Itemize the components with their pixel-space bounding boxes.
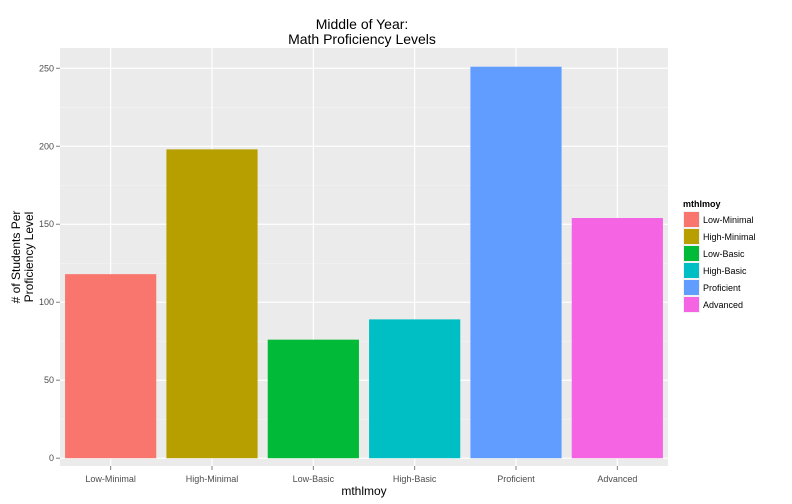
legend-swatch [684, 263, 699, 278]
y-tick-label: 200 [39, 141, 54, 151]
chart-title-line-1: Middle of Year: [316, 16, 409, 32]
y-axis-ticks: 0 50 100 150 200 250 [39, 63, 60, 463]
bar-high-minimal [166, 149, 258, 459]
y-axis-title-line-1: # of Students Per [9, 211, 23, 304]
legend-label: Proficient [703, 283, 741, 293]
bar-low-minimal [65, 274, 157, 459]
minor-gridlines [60, 106, 668, 420]
y-axis-title: # of Students Per Proficiency Level [9, 211, 36, 304]
legend-label: High-Basic [703, 266, 747, 276]
bar-high-basic [369, 319, 461, 459]
y-axis-title-line-2: Proficiency Level [22, 212, 36, 303]
legend-label: Low-Minimal [703, 215, 754, 225]
legend-swatch [684, 297, 699, 312]
legend-items: Low-Minimal High-Minimal Low-Basic High-Bas… [683, 211, 756, 313]
x-tick-label: Low-Basic [293, 474, 335, 484]
bar-proficient [470, 66, 562, 459]
x-tick-label: Proficient [497, 474, 535, 484]
chart-title-line-2: Math Proficiency Levels [288, 31, 436, 47]
legend: mthlmoy Low-Minimal High-Minimal Low-Basic… [683, 199, 756, 313]
x-axis-title: mthlmoy [341, 484, 386, 498]
y-tick-label: 100 [39, 297, 54, 307]
legend-label: High-Minimal [703, 232, 756, 242]
x-tick-label: Low-Minimal [85, 474, 136, 484]
x-tick-label: Advanced [597, 474, 637, 484]
bars [65, 66, 663, 459]
legend-swatch [684, 246, 699, 261]
x-tick-label: High-Minimal [186, 474, 239, 484]
legend-swatch [684, 280, 699, 295]
y-tick-label: 250 [39, 63, 54, 73]
plot-panel [60, 48, 668, 466]
legend-swatch [684, 229, 699, 244]
x-tick-label: High-Basic [393, 474, 437, 484]
y-tick-label: 0 [49, 453, 54, 463]
legend-label: Advanced [703, 300, 743, 310]
legend-title: mthlmoy [683, 199, 721, 209]
bar-advanced [571, 218, 663, 459]
x-axis-ticks: Low-Minimal High-Minimal Low-Basic High-Bas… [85, 466, 637, 484]
legend-label: Low-Basic [703, 249, 745, 259]
y-tick-label: 150 [39, 219, 54, 229]
bar-low-basic [267, 339, 359, 459]
legend-swatch [684, 212, 699, 227]
y-tick-label: 50 [44, 375, 54, 385]
